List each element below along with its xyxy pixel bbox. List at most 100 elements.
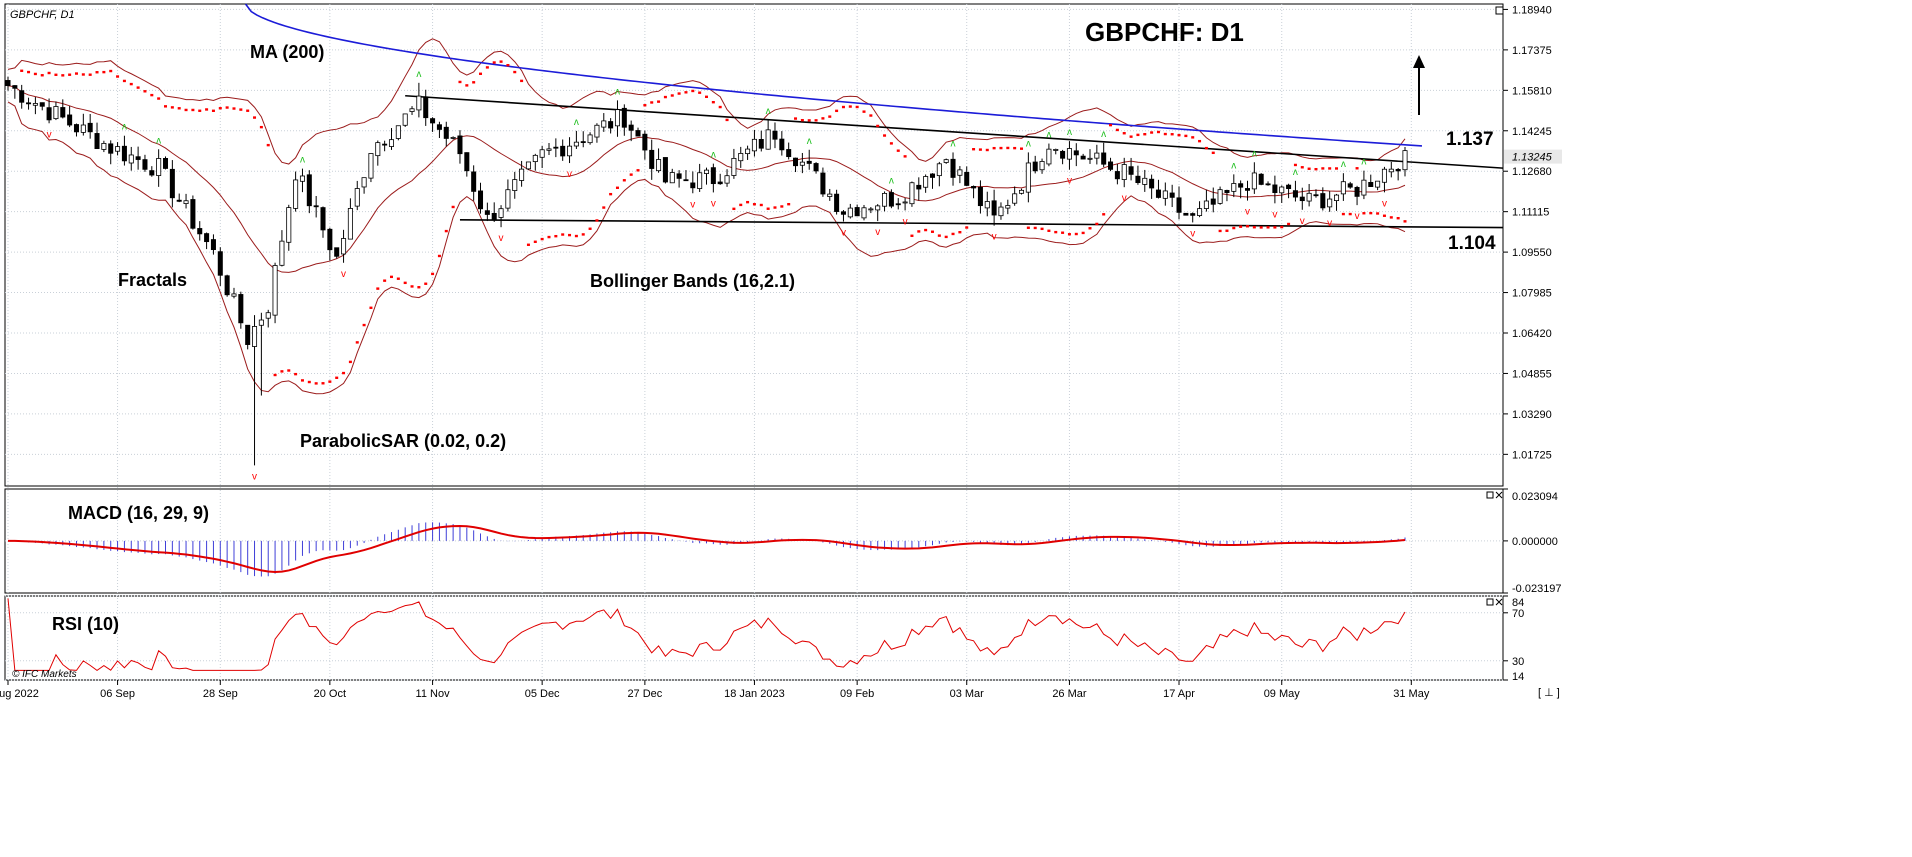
sar-dot bbox=[184, 108, 188, 112]
symbol-label: GBPCHF, D1 bbox=[10, 9, 75, 21]
grid-lines bbox=[5, 4, 1503, 681]
sar-dot bbox=[595, 219, 599, 222]
sar-dot bbox=[348, 360, 352, 364]
macd-signal-line bbox=[7, 524, 1406, 573]
candle-body bbox=[1334, 194, 1340, 201]
candle-body bbox=[532, 154, 538, 163]
candle-body bbox=[580, 141, 586, 143]
fractal-down-icon: v bbox=[992, 232, 997, 243]
sar-dot bbox=[1389, 216, 1393, 219]
candle-body bbox=[1162, 190, 1168, 199]
sar-dot bbox=[1156, 130, 1160, 134]
candle-body bbox=[252, 326, 258, 347]
sar-dot bbox=[129, 82, 133, 86]
candle-body bbox=[1005, 205, 1011, 209]
sar-dot bbox=[574, 234, 578, 238]
candle-body bbox=[457, 135, 463, 155]
sar-dot bbox=[1307, 167, 1311, 170]
rsi-tick-label: 84 bbox=[1512, 597, 1524, 609]
sar-dot bbox=[711, 100, 715, 104]
sar-dot bbox=[1239, 225, 1243, 228]
fractal-up-icon: ʌ bbox=[615, 86, 620, 97]
sar-dot bbox=[33, 72, 37, 76]
candle-body bbox=[1101, 152, 1107, 165]
sar-dot bbox=[1362, 212, 1366, 215]
candle-body bbox=[1012, 193, 1018, 204]
bb-upper-band bbox=[7, 38, 1406, 165]
candle-body bbox=[1381, 168, 1387, 183]
fractals-annotation: Fractals bbox=[118, 270, 187, 290]
parabolic-sar bbox=[20, 60, 1407, 385]
candle-body bbox=[471, 171, 477, 192]
candle-body bbox=[1361, 179, 1367, 196]
main-panel-maximize-icon[interactable] bbox=[1495, 6, 1504, 15]
candle-body bbox=[1217, 189, 1223, 204]
sar-dot bbox=[376, 287, 380, 290]
sar-dot bbox=[883, 134, 887, 137]
candle-body bbox=[998, 206, 1004, 217]
sar-dot bbox=[1115, 128, 1119, 132]
sar-dot bbox=[800, 118, 804, 122]
candle-body bbox=[1292, 190, 1298, 198]
sar-dot bbox=[143, 90, 147, 93]
candle-body bbox=[1286, 184, 1292, 190]
sar-dot bbox=[540, 237, 544, 241]
candle-body bbox=[1108, 161, 1114, 170]
sar-dot bbox=[841, 105, 845, 109]
fractal-up-icon: ʌ bbox=[1252, 148, 1257, 159]
fractal-down-icon: v bbox=[690, 199, 695, 210]
fractal-up-icon: ʌ bbox=[1046, 130, 1051, 141]
candle-body bbox=[1053, 148, 1059, 151]
sar-dot bbox=[40, 74, 44, 77]
sar-dot bbox=[705, 95, 708, 99]
sar-dot bbox=[300, 379, 304, 382]
candle-body bbox=[224, 275, 230, 296]
candle-body bbox=[1128, 166, 1134, 175]
candle-body bbox=[1135, 175, 1141, 184]
candle-body bbox=[1142, 177, 1148, 185]
fractal-down-icon: v bbox=[499, 233, 504, 244]
fractal-up-icon: ʌ bbox=[122, 122, 127, 133]
candle-body bbox=[1265, 183, 1271, 186]
candle-body bbox=[1046, 148, 1052, 165]
level-high-label: 1.137 bbox=[1446, 129, 1494, 150]
candle-body bbox=[847, 207, 853, 218]
sar-dot bbox=[876, 124, 880, 128]
sar-dot bbox=[568, 233, 572, 237]
macd-panel-close-icon[interactable] bbox=[1495, 491, 1503, 499]
candle-body bbox=[204, 233, 210, 243]
sar-dot bbox=[1382, 214, 1386, 217]
sar-dot bbox=[218, 107, 222, 110]
sar-dot bbox=[588, 227, 592, 230]
candle-body bbox=[971, 186, 977, 189]
sar-dot bbox=[889, 142, 893, 145]
sar-dot bbox=[1095, 222, 1099, 226]
rsi-panel-close-icon[interactable] bbox=[1495, 598, 1503, 606]
sar-dot bbox=[47, 71, 51, 75]
candle-body bbox=[108, 143, 114, 154]
sar-dot bbox=[81, 73, 85, 76]
sar-dot bbox=[807, 119, 811, 122]
sar-dot bbox=[1013, 146, 1017, 150]
candle-body bbox=[1258, 173, 1264, 185]
sar-dot bbox=[937, 234, 941, 237]
sar-dot bbox=[1218, 229, 1222, 233]
sar-dot bbox=[27, 70, 31, 74]
rsi-panel-maximize-icon[interactable] bbox=[1486, 598, 1494, 606]
candle-body bbox=[1197, 208, 1203, 216]
fractal-up-icon: ʌ bbox=[1361, 157, 1366, 168]
candle-body bbox=[341, 238, 347, 255]
sar-dot bbox=[1054, 230, 1058, 234]
sar-dot bbox=[643, 104, 647, 107]
sar-dot bbox=[225, 106, 229, 109]
candle-body bbox=[1244, 188, 1251, 191]
x-tick-label: 09 Feb bbox=[840, 688, 874, 700]
sar-dot bbox=[1061, 231, 1065, 234]
macd-panel-maximize-icon[interactable] bbox=[1486, 491, 1494, 499]
sar-dot bbox=[924, 228, 928, 232]
candle-body bbox=[183, 200, 189, 204]
candle-body bbox=[676, 173, 682, 179]
y-tick-label: 1.14245 bbox=[1512, 126, 1552, 138]
candle-body bbox=[430, 118, 436, 124]
sar-dot bbox=[383, 279, 387, 282]
